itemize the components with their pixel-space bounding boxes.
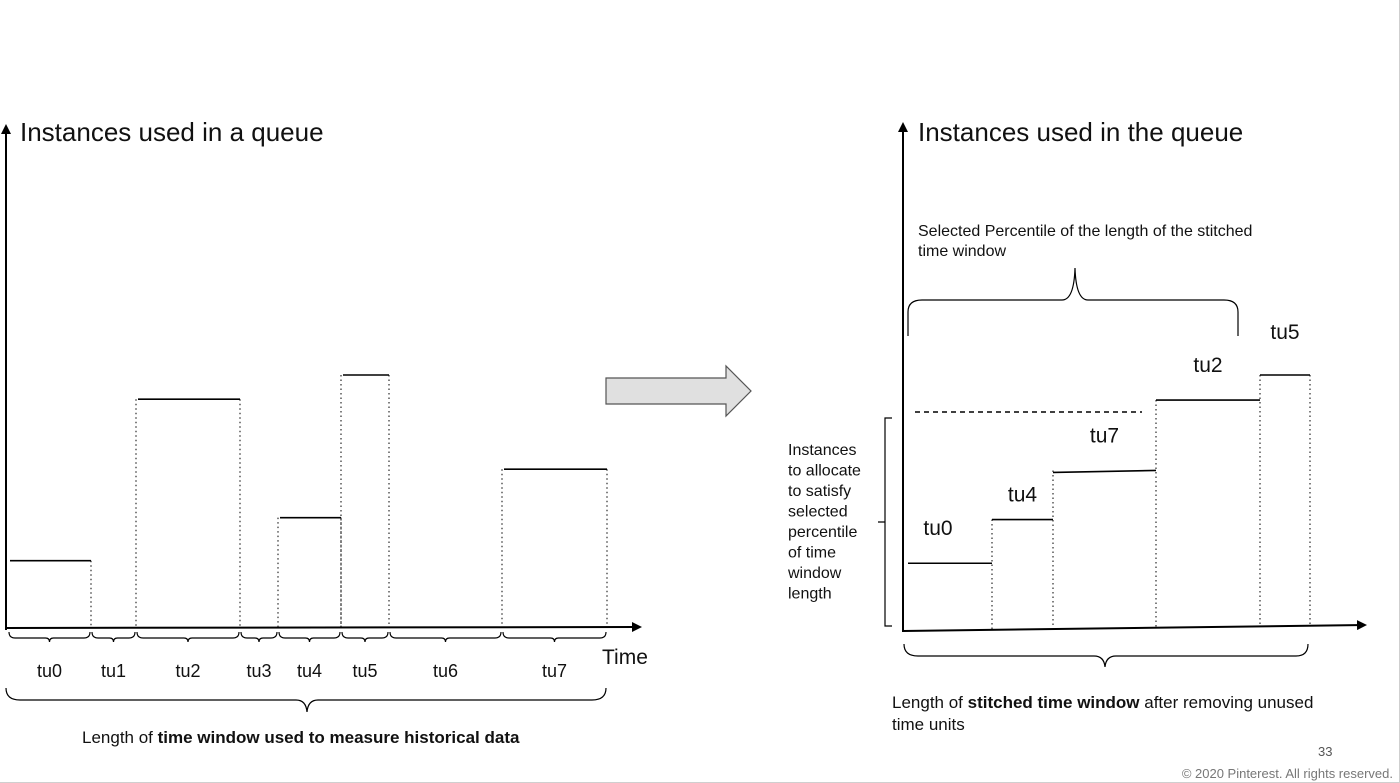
unit-label-tu6: tu6 <box>433 661 458 681</box>
right-caption-bold: stitched time window <box>968 693 1141 712</box>
left-unit-labels: tu0 tu1 tu2 tu3 tu4 tu5 tu6 tu7 <box>37 661 567 681</box>
right-guides <box>991 375 1311 629</box>
percentile-label-line1: Selected Percentile of the length of the… <box>918 223 1252 240</box>
percentile-brace <box>907 267 1239 336</box>
allocation-label-line: length <box>788 586 832 603</box>
unit-label-tu4: tu4 <box>297 661 322 681</box>
stitched-label-tu4: tu4 <box>1008 484 1038 507</box>
page-number: 33 <box>1318 744 1332 759</box>
right-diagram: Instances used in the queue Selected Per… <box>787 117 1367 734</box>
stitched-bar-top-tu7 <box>1052 469 1157 474</box>
left-window-brace <box>5 687 607 713</box>
right-caption-suffix: after removing unused <box>1140 693 1314 712</box>
unit-label-tu7: tu7 <box>542 661 567 681</box>
brace-tu3 <box>240 631 278 643</box>
left-x-axis-label: Time <box>602 646 648 669</box>
copyright: © 2020 Pinterest. All rights reserved. <box>1182 766 1393 781</box>
right-caption-line1: Length of stitched time window after rem… <box>892 693 1313 712</box>
allocation-label-line: to allocate <box>788 463 861 480</box>
right-caption-prefix: Length of <box>892 693 968 712</box>
left-caption-prefix: Length of <box>82 728 158 747</box>
right-x-axis <box>902 620 1367 632</box>
brace-tu5 <box>341 631 389 643</box>
unit-label-tu0: tu0 <box>37 661 62 681</box>
left-unit-braces <box>8 631 607 643</box>
brace-tu0 <box>8 631 91 643</box>
brace-tu7 <box>502 631 607 643</box>
brace-tu4 <box>278 631 341 643</box>
left-diagram: Instances used in a queue Time tu0 tu1 tu2… <box>0 117 648 747</box>
left-guides <box>90 375 608 628</box>
unit-label-tu5: tu5 <box>352 661 377 681</box>
allocation-label-line: of time <box>788 545 836 562</box>
allocation-label-line: Instances <box>788 442 856 459</box>
unit-label-tu2: tu2 <box>175 661 200 681</box>
allocation-label-line: window <box>787 565 842 582</box>
stitched-label-tu7: tu7 <box>1090 424 1119 447</box>
brace-tu6 <box>389 631 502 643</box>
unit-label-tu3: tu3 <box>246 661 271 681</box>
stitched-window-brace <box>903 643 1309 668</box>
left-bars <box>10 374 607 562</box>
allocation-label-line: to satisfy <box>788 483 851 500</box>
left-caption: Length of time window used to measure hi… <box>82 728 520 747</box>
right-diagram-title: Instances used in the queue <box>918 117 1243 147</box>
stitched-label-tu5: tu5 <box>1270 321 1299 344</box>
right-bars <box>908 374 1310 565</box>
brace-tu1 <box>91 631 136 643</box>
left-caption-bold: time window used to measure historical d… <box>158 728 520 747</box>
allocation-bracket <box>878 417 892 627</box>
right-arrow-icon <box>605 364 752 418</box>
stitched-label-tu0: tu0 <box>923 517 952 540</box>
allocation-label: Instances to allocate to satisfy selected pe… <box>787 442 861 603</box>
allocation-label-line: percentile <box>788 524 857 541</box>
allocation-label-line: selected <box>788 504 848 521</box>
left-diagram-title: Instances used in a queue <box>20 117 324 147</box>
right-unit-labels: tu0 tu4 tu7 tu2 tu5 <box>923 321 1299 540</box>
percentile-label-line2: time window <box>918 243 1006 260</box>
stitched-label-tu2: tu2 <box>1193 354 1222 377</box>
right-caption-line2: time units <box>892 715 965 734</box>
unit-label-tu1: tu1 <box>101 661 126 681</box>
brace-tu2 <box>136 631 240 643</box>
left-x-axis <box>5 622 642 633</box>
